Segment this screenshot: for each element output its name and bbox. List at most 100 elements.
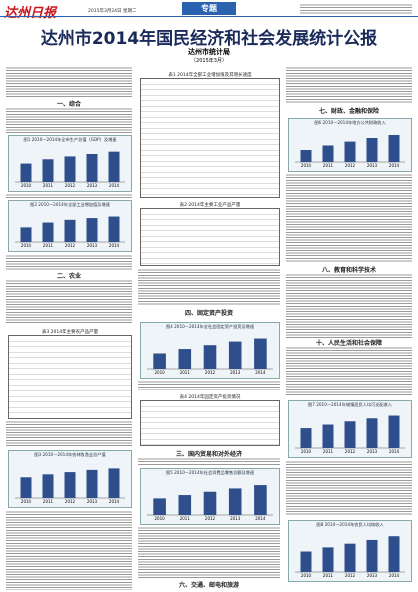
bar (42, 474, 54, 498)
author: 达州市统计局 (188, 48, 230, 56)
figure-caption: 图1 2010—2014年全市生产总值（GDP）及增速 (23, 137, 117, 142)
x-tick-label: 2011 (323, 163, 334, 168)
heading: 四、固定资产投资 (184, 310, 233, 317)
x-tick-label: 2013 (87, 243, 98, 248)
text-block (6, 510, 132, 590)
figure-caption: 图2 2010—2014年全部工业增加值及增速 (30, 202, 110, 207)
text-block (138, 268, 280, 306)
figure-chart: 2010 2011 2012 2013 2014 (295, 536, 405, 578)
text-block (6, 420, 132, 446)
x-tick-label: 2010 (21, 243, 32, 248)
figure-caption: 图8 2010—2014年农民人均纯收入 (316, 522, 384, 527)
figure: 图7 2010—2014年城镇居民人均可支配收入 2010 2011 2012 2013… (288, 400, 412, 458)
x-tick-label: 2013 (230, 370, 241, 375)
text-block (138, 457, 280, 465)
heading: 六、交通、邮电和旅游 (178, 582, 239, 589)
x-tick-label: 2011 (323, 449, 334, 454)
date: 2015年3月24日 星期二 (88, 9, 137, 14)
table-title: 表4 2014年固定资产投资情况 (179, 395, 241, 400)
bar (108, 151, 120, 182)
table: 表1 2014年全部工业增加值及其增长速度 (140, 73, 280, 198)
bar (300, 428, 312, 448)
bar (228, 341, 242, 369)
x-tick-label: 2010 (301, 449, 312, 454)
figure: 图5 2010—2014年社会消费品零售总额及增速 2010 2011 2012 201… (140, 468, 280, 525)
bar (322, 145, 334, 162)
heading: 十、人民生活和社会保障 (286, 338, 412, 347)
rule (0, 16, 418, 17)
title: 达州市2014年国民经济和社会发展统计公报 (40, 29, 378, 49)
table: 表2 2014年主要工业产品产量 (140, 203, 280, 266)
figure-chart: 2010 2011 2012 2013 2014 (15, 468, 125, 504)
x-tick-label: 2012 (65, 243, 76, 248)
bar (64, 472, 76, 498)
heading: 三、国内贸易和对外经济 (175, 451, 242, 458)
figure-chart: 2010 2011 2012 2013 2014 (147, 485, 273, 521)
figure-caption: 图6 2010—2014年地方公共财政收入 (314, 120, 386, 125)
bar (178, 349, 192, 369)
x-tick-label: 2010 (155, 516, 166, 521)
bar (344, 421, 356, 448)
bar (20, 163, 32, 182)
x-tick-label: 2011 (43, 183, 54, 188)
bar (178, 495, 192, 515)
section-tab: 专题 (182, 2, 236, 15)
figure-caption: 图4 2010—2014年全社会固定资产投资及增速 (165, 324, 255, 329)
bar (322, 547, 334, 572)
bar (344, 141, 356, 162)
text-block (6, 193, 132, 199)
bar (153, 353, 166, 369)
figure-chart: 2010 2011 2012 2013 2014 (295, 415, 405, 454)
x-tick-label: 2010 (301, 163, 312, 168)
pub-date: （2015年3月） (191, 58, 227, 64)
bar (153, 498, 166, 515)
figure-chart: 2010 2011 2012 2013 2014 (147, 338, 273, 375)
x-tick-label: 2014 (389, 573, 400, 578)
x-tick-label: 2012 (345, 163, 356, 168)
bar (366, 138, 378, 162)
bar (108, 216, 120, 242)
heading: 二、农业 (56, 273, 81, 280)
figure-caption: 图3 2010—2014年农林牧渔业总产值 (34, 452, 106, 457)
x-tick-label: 2014 (109, 243, 120, 248)
text-block (6, 254, 132, 270)
bar (254, 338, 267, 369)
x-tick-label: 2013 (87, 499, 98, 504)
bar (203, 491, 217, 515)
text-block (286, 273, 412, 395)
x-tick-label: 2010 (301, 573, 312, 578)
x-tick-label: 2012 (345, 449, 356, 454)
x-tick-label: 2010 (21, 183, 32, 188)
text-block (286, 173, 412, 263)
bar (300, 551, 312, 572)
bar (388, 415, 400, 448)
figure-caption: 图7 2010—2014年城镇居民人均可支配收入 (308, 402, 392, 407)
x-tick-label: 2011 (43, 243, 54, 248)
text-block (6, 66, 132, 98)
x-tick-label: 2013 (87, 183, 98, 188)
figure: 图6 2010—2014年地方公共财政收入 2010 2011 2012 2013 201… (288, 118, 412, 172)
table: 表4 2014年固定资产投资情况 (140, 395, 280, 446)
x-tick-label: 2010 (155, 370, 166, 375)
x-tick-label: 2011 (180, 516, 191, 521)
figure: 图2 2010—2014年全部工业增加值及增速 2010 2011 2012 2013 2… (8, 200, 132, 252)
heading: 七、财政、金融和保险 (318, 108, 379, 115)
figure-chart: 2010 2011 2012 2013 2014 (15, 151, 125, 188)
x-tick-label: 2012 (65, 499, 76, 504)
bar (300, 150, 312, 162)
figure: 图4 2010—2014年全社会固定资产投资及增速 2010 2011 2012 201… (140, 322, 280, 379)
bar (108, 468, 120, 498)
x-tick-label: 2014 (389, 449, 400, 454)
x-tick-label: 2013 (367, 163, 378, 168)
bar (64, 219, 76, 242)
x-tick-label: 2011 (43, 499, 54, 504)
bar (86, 218, 98, 242)
x-tick-label: 2011 (323, 573, 334, 578)
bar (42, 222, 54, 242)
bar (86, 153, 98, 182)
x-tick-label: 2014 (255, 370, 266, 375)
x-tick-label: 2014 (389, 163, 400, 168)
bar (254, 485, 267, 515)
text-block (6, 279, 132, 323)
